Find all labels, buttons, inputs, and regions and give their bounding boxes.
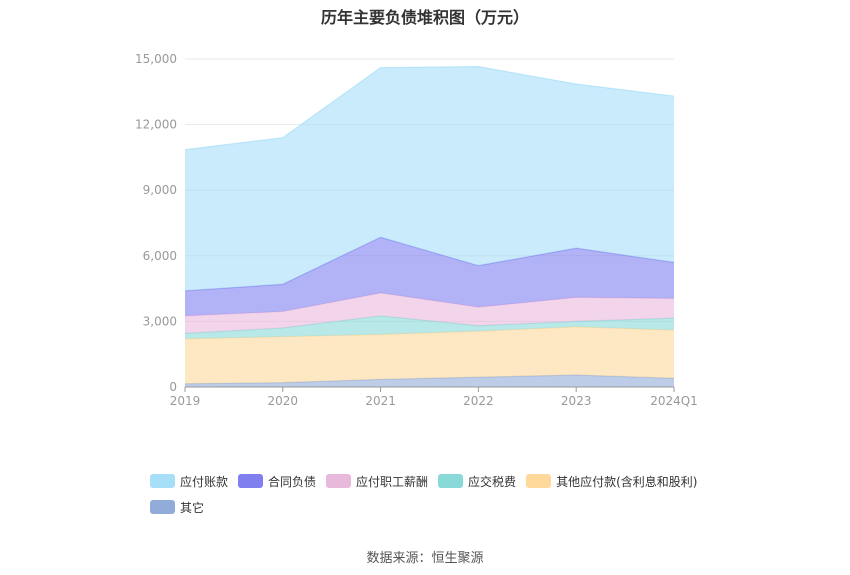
legend-swatch [526,474,552,488]
series-line-5 [184,66,675,151]
x-tick-label: 2019 [170,394,201,408]
y-tick-label: 12,000 [135,118,177,132]
y-tick-label: 3,000 [143,314,177,328]
legend-swatch [150,474,175,488]
x-tick-label: 2024Q1 [650,394,698,408]
series-area-2 [185,315,674,339]
legend-label: 应付职工薪酬 [356,474,429,489]
series-area-1 [185,326,674,384]
legend-item[interactable]: 应交税费 [438,472,516,490]
legend-swatch [326,474,352,488]
chart-title: 历年主要负债堆积图（万元） [320,8,529,27]
legend-item[interactable]: 应付职工薪酬 [326,472,428,490]
series-area-4 [185,237,674,316]
x-tick-label: 2022 [463,394,494,408]
y-tick-label: 6,000 [143,249,177,263]
series-area-5 [185,66,674,291]
legend-item[interactable]: 合同负债 [238,472,316,490]
y-tick-label: 0 [169,380,177,394]
y-tick-label: 15,000 [135,52,177,66]
legend-swatch [438,474,464,488]
x-tick-label: 2023 [561,394,592,408]
legend-label: 应交税费 [468,474,517,489]
series-area-3 [185,292,674,334]
legend-item[interactable]: 其他应付款(含利息和股利) [526,472,697,490]
legend: 应付账款 合同负债 应付职工薪酬 应交税费 其他应付款(含利息和股利) 其它 [150,472,750,524]
legend-item[interactable]: 其它 [150,498,204,516]
legend-label: 应付账款 [180,474,229,489]
y-tick-label: 9,000 [143,183,177,197]
legend-label: 合同负债 [268,474,317,489]
legend-item[interactable]: 应付账款 [150,472,228,490]
data-source: 数据来源：恒生聚源 [366,551,484,566]
series-line-1 [184,326,675,340]
legend-swatch [238,474,264,488]
legend-swatch [150,500,175,514]
legend-label: 其他应付款(含利息和股利) [556,474,698,489]
x-tick-label: 2020 [268,394,299,408]
x-tick-label: 2021 [365,394,396,408]
series-area-0 [185,374,674,387]
stacked-area-chart: 0 3,000 6,000 9,000 12,000 15,000 2019 2020 2021… [135,52,698,408]
legend-label: 其它 [180,500,205,515]
